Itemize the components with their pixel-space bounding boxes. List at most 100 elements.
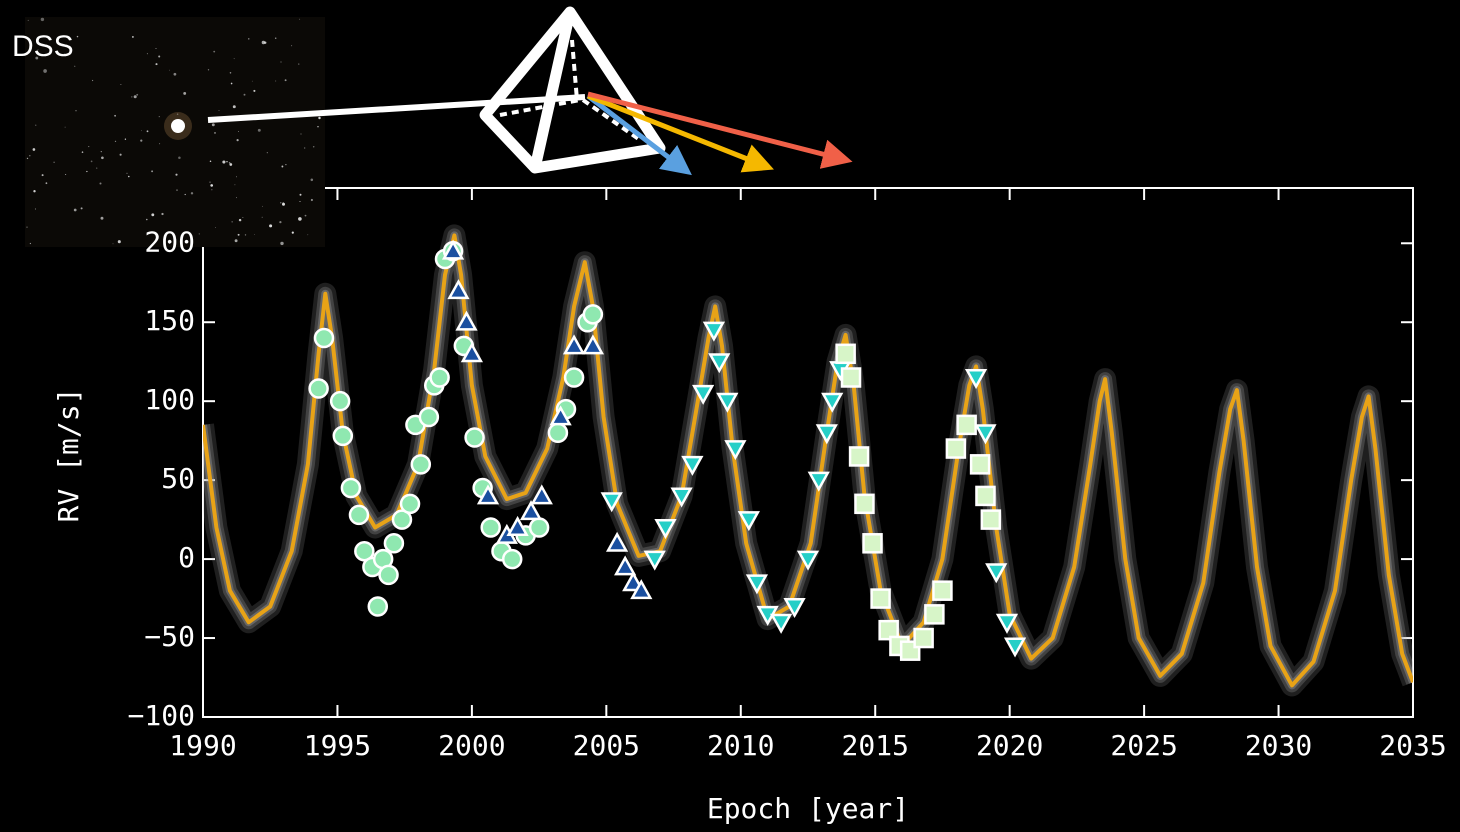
faint-star [280, 242, 283, 245]
faint-star [175, 174, 177, 176]
faint-star [245, 234, 246, 235]
rv-point [466, 428, 484, 446]
faint-star [41, 18, 44, 21]
faint-star [115, 141, 116, 142]
faint-star [281, 166, 283, 168]
faint-star [43, 69, 47, 73]
faint-star [230, 72, 232, 74]
x-tick-label: 2020 [976, 729, 1043, 762]
rv-point [584, 305, 602, 323]
faint-star [159, 143, 160, 144]
rv-point [837, 345, 855, 363]
x-tick-label: 1995 [304, 729, 371, 762]
faint-star [234, 58, 235, 59]
faint-star [279, 221, 281, 223]
rv-point [864, 534, 882, 552]
x-tick-label: 2025 [1110, 729, 1177, 762]
faint-star [177, 113, 178, 114]
faint-star [238, 131, 239, 132]
faint-star [307, 234, 308, 235]
rv-point [565, 368, 583, 386]
faint-star [96, 168, 97, 169]
faint-star [30, 243, 31, 244]
rv-point [982, 511, 1000, 529]
y-tick-label: −50 [144, 620, 195, 653]
y-axis-label: RV [m/s] [52, 388, 85, 523]
faint-star [242, 217, 243, 218]
rv-point [872, 590, 890, 608]
faint-star [213, 51, 215, 53]
faint-star [232, 221, 233, 222]
faint-star [285, 164, 286, 165]
faint-star [210, 161, 212, 163]
faint-star [132, 36, 134, 38]
y-tick-label: −100 [128, 699, 195, 732]
faint-star [258, 129, 261, 132]
figure: Epoch [year] RV [m/s] DSS 19901995200020… [0, 0, 1460, 832]
faint-star [174, 73, 177, 76]
rv-point [842, 368, 860, 386]
faint-star [120, 84, 121, 85]
faint-star [159, 116, 160, 117]
faint-star [33, 190, 35, 192]
faint-star [237, 139, 239, 141]
rv-point [331, 392, 349, 410]
rv-point [549, 424, 567, 442]
faint-star [140, 140, 142, 142]
faint-star [27, 158, 28, 159]
faint-star [238, 234, 240, 236]
faint-star [26, 227, 27, 228]
faint-star [233, 105, 236, 108]
rv-point [915, 629, 933, 647]
rv-point [971, 455, 989, 473]
faint-star [101, 217, 104, 220]
faint-star [299, 201, 300, 202]
y-tick-label: 50 [161, 462, 195, 495]
rv-point [503, 550, 521, 568]
faint-star [210, 184, 213, 187]
faint-star [248, 38, 249, 39]
faint-star [291, 45, 292, 46]
rv-point [401, 495, 419, 513]
faint-star [236, 197, 237, 198]
rv-point [482, 519, 500, 537]
faint-star [191, 192, 193, 194]
rv-point [522, 503, 540, 519]
faint-star [146, 219, 148, 221]
faint-star [219, 110, 220, 111]
faint-star [262, 217, 263, 218]
faint-star [42, 174, 44, 176]
faint-star [292, 232, 294, 234]
faint-star [169, 70, 170, 71]
rv-point [431, 368, 449, 386]
faint-star [35, 209, 36, 210]
faint-star [253, 90, 255, 92]
rv-point [310, 380, 328, 398]
rv-point [334, 427, 352, 445]
faint-star [226, 161, 227, 162]
x-tick-label: 1990 [169, 729, 236, 762]
faint-star [176, 189, 178, 191]
faint-star [267, 152, 268, 153]
faint-star [301, 134, 302, 135]
faint-star [317, 126, 318, 127]
faint-star [298, 217, 302, 221]
faint-star [275, 81, 276, 82]
y-tick-label: 100 [144, 383, 195, 416]
faint-star [156, 48, 157, 49]
faint-star [313, 146, 314, 147]
faint-star [82, 151, 84, 153]
bright-star [171, 119, 185, 133]
faint-star [183, 92, 186, 95]
faint-star [136, 94, 138, 96]
prism [485, 12, 660, 168]
faint-star [74, 66, 75, 67]
faint-star [151, 170, 153, 172]
rv-point [933, 582, 951, 600]
rv-point [412, 455, 430, 473]
faint-star [209, 181, 210, 182]
faint-star [231, 83, 233, 85]
faint-star [101, 151, 102, 152]
faint-star [235, 239, 238, 242]
faint-star [299, 19, 300, 20]
